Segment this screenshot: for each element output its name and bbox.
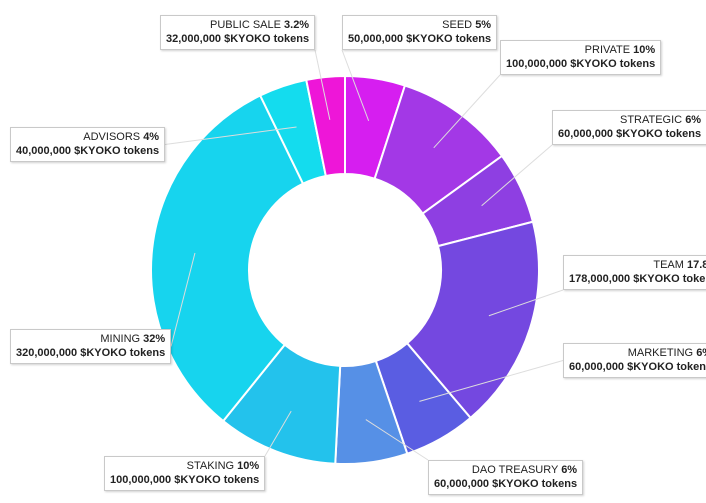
leader-line [341, 49, 370, 122]
leader-line [365, 419, 429, 461]
token-amount: 60,000,000 [569, 361, 625, 373]
slice-name: SEED [442, 19, 473, 31]
slice-percent: 3.2% [284, 19, 310, 31]
leader-line [170, 252, 196, 347]
leader-line [264, 410, 292, 457]
token-unit: $KYOKO tokens [570, 58, 656, 70]
token-amount: 60,000,000 [558, 128, 614, 140]
leader-line [433, 74, 501, 149]
slice-public-sale [305, 74, 346, 178]
slice-name: STAKING [186, 460, 235, 472]
slice-percent: 10% [237, 460, 260, 472]
slice-tokens: 178,000,000 $KYOKO tokens [569, 272, 706, 286]
donut-slices [150, 74, 540, 465]
slice-name: ADVISORS [83, 131, 141, 143]
slice-name: MINING [100, 333, 141, 345]
slice-name: STRATEGIC [619, 114, 683, 126]
token-amount: 320,000,000 [16, 347, 78, 359]
label-private: PRIVATE 10% 100,000,000 $KYOKO tokens [500, 40, 662, 75]
label-advisors: ADVISORS 4% 40,000,000 $KYOKO tokens [10, 127, 166, 162]
token-amount: 100,000,000 [110, 474, 172, 486]
slice-percent: 4% [143, 131, 160, 143]
slice-tokens: 60,000,000 $KYOKO tokens [558, 127, 701, 141]
slice-team [405, 220, 540, 420]
slice-percent: 6% [561, 464, 578, 476]
leader-line [419, 360, 564, 402]
slice-tokens: 60,000,000 $KYOKO tokens [569, 360, 706, 374]
token-unit: $KYOKO tokens [492, 478, 578, 490]
slice-tokens: 100,000,000 $KYOKO tokens [110, 473, 259, 487]
slice-name: PUBLIC SALE [210, 19, 281, 31]
token-unit: $KYOKO tokens [616, 128, 702, 140]
leader-line [481, 144, 553, 207]
token-amount: 60,000,000 [434, 478, 490, 490]
slice-name: MARKETING [627, 347, 694, 359]
slice-name: TEAM [653, 259, 684, 271]
token-unit: $KYOKO tokens [633, 273, 706, 285]
slice-tokens: 320,000,000 $KYOKO tokens [16, 346, 165, 360]
label-public-sale: PUBLIC SALE 3.2% 32,000,000 $KYOKO tokens [160, 15, 316, 50]
slice-percent: 10% [633, 44, 656, 56]
leader-lines [164, 49, 564, 461]
slice-percent: 6% [685, 114, 702, 126]
slice-percent: 17.8% [687, 259, 706, 271]
label-dao-treasury: DAO TREASURY 6% 60,000,000 $KYOKO tokens [428, 460, 584, 495]
token-unit: $KYOKO tokens [74, 145, 160, 157]
token-amount: 178,000,000 [569, 273, 631, 285]
token-unit: $KYOKO tokens [224, 33, 310, 45]
label-team: TEAM 17.8%178,000,000 $KYOKO tokens [563, 255, 706, 290]
label-mining: MINING 32% 320,000,000 $KYOKO tokens [10, 329, 172, 364]
slice-name: PRIVATE [584, 44, 631, 56]
slice-name: DAO TREASURY [471, 464, 559, 476]
slice-percent: 32% [143, 333, 166, 345]
slice-tokens: 50,000,000 $KYOKO tokens [348, 32, 491, 46]
token-amount: 40,000,000 [16, 145, 72, 157]
label-staking: STAKING 10% 100,000,000 $KYOKO tokens [104, 456, 266, 491]
label-marketing: MARKETING 6%60,000,000 $KYOKO tokens [563, 343, 706, 378]
slice-percent: 6% [696, 347, 706, 359]
slice-tokens: 32,000,000 $KYOKO tokens [166, 32, 309, 46]
leader-line [164, 126, 297, 145]
slice-tokens: 40,000,000 $KYOKO tokens [16, 144, 159, 158]
token-unit: $KYOKO tokens [174, 474, 260, 486]
leader-line [314, 49, 331, 120]
token-unit: $KYOKO tokens [80, 347, 166, 359]
token-unit: $KYOKO tokens [627, 361, 706, 373]
slice-tokens: 100,000,000 $KYOKO tokens [506, 57, 655, 71]
slice-percent: 5% [475, 19, 492, 31]
token-amount: 100,000,000 [506, 58, 568, 70]
slice-tokens: 60,000,000 $KYOKO tokens [434, 477, 577, 491]
token-unit: $KYOKO tokens [406, 33, 492, 45]
label-strategic: STRATEGIC 6% 60,000,000 $KYOKO tokens [552, 110, 706, 145]
leader-line [488, 289, 564, 317]
label-seed: SEED 5% 50,000,000 $KYOKO tokens [342, 15, 498, 50]
token-amount: 32,000,000 [166, 33, 222, 45]
token-amount: 50,000,000 [348, 33, 404, 45]
